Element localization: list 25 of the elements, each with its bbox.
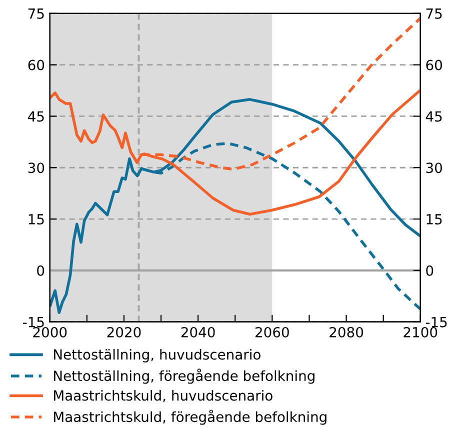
y2-tick-label: 45 [426,111,442,122]
legend-label: Nettoställning, föregående befolkning [54,368,314,384]
y2-tick-label: 30 [426,162,442,174]
x-tick-label: 2060 [256,326,289,338]
y-tick-label: 75 [28,8,44,19]
x-tick-label: 2000 [33,326,67,338]
legend-label: Nettoställning, huvudscenario [54,348,260,362]
y2-tick-label: 0 [426,265,434,276]
legend-label: Maastrichtskuld, huvudscenario [54,390,272,402]
y2-tick-label: 15 [426,214,442,225]
x-tick-label: 2100 [404,326,438,338]
legend-label: Maastrichtskuld, föregående befolkning [54,410,326,425]
y-tick-label: 60 [28,60,44,70]
y-tick-label: 15 [28,214,44,225]
y-tick-label: 0 [37,265,44,276]
y-tick-label: -15 [23,316,44,328]
y2-tick-label: -15 [426,316,447,328]
x-tick-label: 2040 [181,326,215,338]
x-tick-label: 2080 [330,326,364,338]
y-tick-label: 30 [28,162,44,174]
y-tick-label: 45 [28,111,44,122]
line-series [50,98,420,314]
x-tick-label: 2020 [107,326,141,338]
y2-tick-label: 60 [426,60,442,70]
y2-tick-label: 75 [426,8,442,19]
